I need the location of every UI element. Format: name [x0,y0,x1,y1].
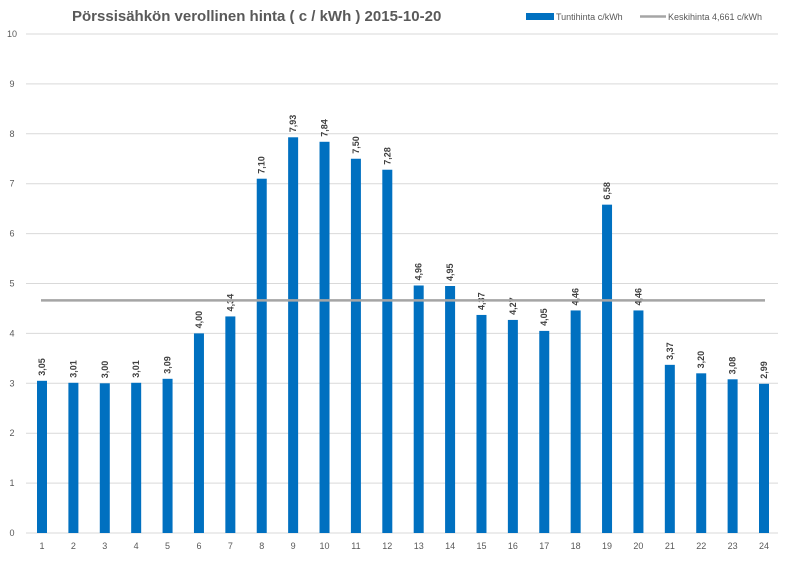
x-tick-label: 3 [102,541,107,551]
data-label: 4,95 [445,263,455,281]
x-tick-label: 24 [759,541,769,551]
bar [350,158,361,533]
bar [256,178,267,533]
x-tick-label: 19 [602,541,612,551]
x-tick-label: 4 [134,541,139,551]
data-label: 4,34 [225,294,235,312]
legend-label-bar: Tuntihinta c/kWh [556,12,623,22]
y-tick-label: 9 [9,79,14,89]
x-tick-label: 7 [228,541,233,551]
x-tick-label: 17 [539,541,549,551]
bar [37,380,47,533]
bar [507,319,518,533]
bar [602,204,613,533]
y-tick-label: 5 [9,279,14,289]
y-tick-label: 6 [9,229,14,239]
x-tick-label: 15 [476,541,486,551]
data-label: 3,37 [665,342,675,360]
bar [727,379,738,533]
data-label: 3,09 [163,356,173,374]
data-label: 7,10 [257,156,267,174]
data-label: 3,01 [68,360,78,378]
bar [131,382,142,533]
x-tick-label: 9 [291,541,296,551]
bar [570,310,581,533]
bar [319,141,330,533]
x-tick-label: 6 [196,541,201,551]
data-label: 4,27 [508,297,518,315]
bar [664,364,675,533]
data-label: 3,05 [37,358,47,376]
x-tick-label: 22 [696,541,706,551]
bar [759,383,769,533]
x-tick-label: 20 [633,541,643,551]
legend-swatch-bar [526,13,554,20]
bar [288,137,299,533]
bar [193,333,204,533]
data-label: 7,50 [351,136,361,154]
bar [633,310,644,533]
data-label: 7,84 [320,119,330,137]
x-tick-label: 5 [165,541,170,551]
data-label: 3,01 [131,360,141,378]
x-tick-label: 14 [445,541,455,551]
data-label: 4,05 [539,308,549,326]
gridlines [26,33,778,534]
data-label: 4,96 [414,263,424,281]
bar [99,383,110,533]
y-axis: 0 1 2 3 4 5 6 7 8 9 10 [7,29,17,538]
chart-title: Pörssisähkön verollinen hinta ( c / kWh … [72,8,441,25]
data-label: 4,00 [194,311,204,329]
bar [696,373,707,533]
data-label: 6,58 [602,182,612,200]
bar [476,314,487,533]
bar [539,330,550,533]
y-tick-label: 4 [9,328,14,338]
x-tick-label: 8 [259,541,264,551]
bar [68,382,79,533]
x-tick-label: 18 [571,541,581,551]
bar [162,378,173,533]
y-tick-label: 3 [9,378,14,388]
x-axis: 1 2 3 4 5 6 7 8 9 10 11 12 13 14 15 16 17 18 19 20 21 22 23 24 [39,541,769,551]
data-label: 3,08 [728,357,738,375]
data-label: 7,28 [382,147,392,165]
x-tick-label: 16 [508,541,518,551]
bars: 3,05 3,01 3,00 3,01 3,09 4,00 4,34 7,10 7,93 7,84… [37,115,769,533]
data-label: 7,93 [288,115,298,133]
y-tick-label: 2 [9,428,14,438]
y-tick-label: 0 [9,528,14,538]
bar [413,285,424,533]
x-tick-label: 2 [71,541,76,551]
x-tick-label: 12 [382,541,392,551]
bar [382,169,393,533]
data-label: 4,46 [571,288,581,306]
x-tick-label: 10 [320,541,330,551]
bar [225,316,236,533]
y-tick-label: 7 [9,179,14,189]
legend: Tuntihinta c/kWh Keskihinta 4,661 c/kWh [526,12,762,22]
x-tick-label: 11 [351,541,360,551]
x-tick-label: 13 [414,541,424,551]
x-tick-label: 1 [39,541,44,551]
data-label: 3,20 [696,351,706,369]
y-tick-label: 10 [7,29,17,39]
y-tick-label: 1 [9,478,14,488]
data-label: 2,99 [759,361,769,379]
y-tick-label: 8 [9,129,14,139]
bar [445,285,456,533]
legend-label-line: Keskihinta 4,661 c/kWh [668,12,762,22]
data-label: 3,00 [100,361,110,379]
x-tick-label: 21 [665,541,675,551]
data-label: 4,46 [633,288,643,306]
x-tick-label: 23 [728,541,738,551]
